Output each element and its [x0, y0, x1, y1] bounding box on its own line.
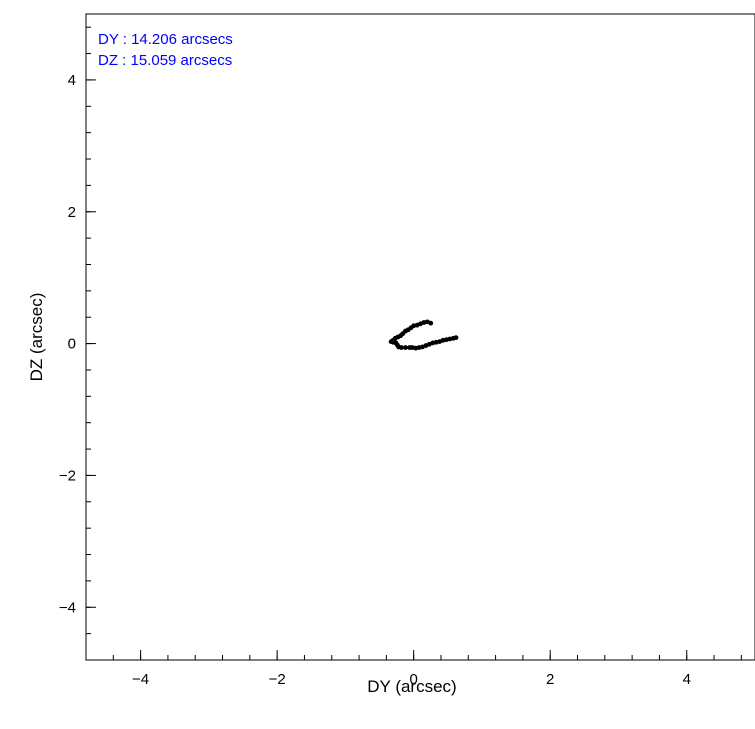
x-tick-label: −4 [132, 671, 149, 688]
x-axis: −4 −2 0 2 4 [112, 650, 742, 688]
y-tick-label: 4 [68, 72, 76, 89]
data-point [403, 345, 408, 350]
plot-frame [85, 13, 755, 661]
annotation-dy: DY : 14.206 arcsecs [98, 31, 233, 48]
y-axis-title: DZ (arcsec) [27, 293, 46, 382]
data-point [398, 345, 404, 350]
y-tick-label: 0 [68, 336, 76, 353]
data-point [453, 335, 459, 341]
x-tick-label: −2 [269, 671, 286, 688]
y-tick-label: −2 [59, 467, 76, 484]
x-axis-title: DY (arcsec) [367, 677, 456, 696]
y-axis: −4 −2 0 2 4 [59, 26, 96, 635]
x-tick-label: 4 [683, 671, 691, 688]
data-series [388, 319, 459, 351]
annotation-dz: DZ : 15.059 arcsecs [98, 52, 232, 69]
x-tick-label: 2 [546, 671, 554, 688]
y-tick-label: −4 [59, 599, 76, 616]
x-tick-label: 0 [410, 671, 418, 688]
y-tick-label: 2 [68, 204, 76, 221]
